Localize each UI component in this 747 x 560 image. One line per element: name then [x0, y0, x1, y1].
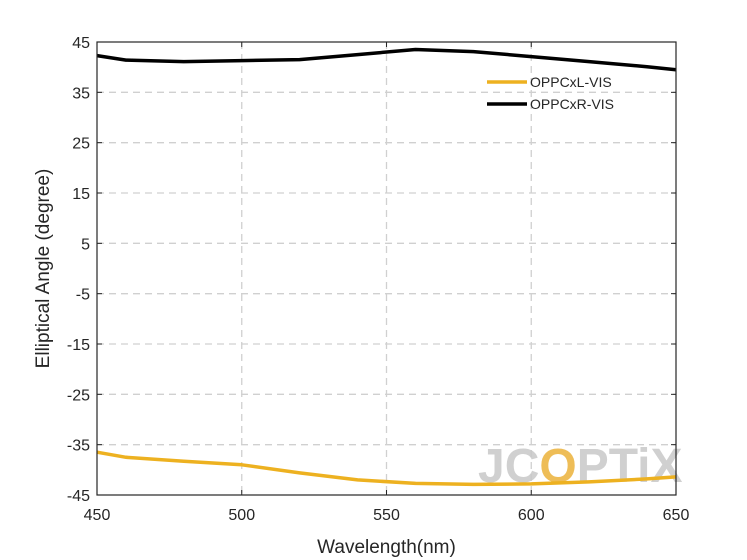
x-tick-label: 550 [373, 507, 400, 524]
watermark-part2: PTiX [577, 440, 683, 493]
y-tick-label: 5 [81, 236, 90, 253]
x-tick-label: 650 [663, 507, 690, 524]
grid [97, 42, 676, 495]
x-tick-label: 600 [518, 507, 545, 524]
y-tick-label: -35 [67, 438, 90, 455]
y-tick-label: 45 [72, 35, 90, 52]
tick-marks [96, 41, 677, 496]
x-tick-labels: 450 500 550 600 650 [84, 507, 690, 524]
y-tick-label: 15 [72, 186, 90, 203]
y-axis-title: Elliptical Angle (degree) [33, 169, 54, 369]
x-tick-label: 500 [228, 507, 255, 524]
legend-label: OPPCxL-VIS [530, 74, 612, 90]
y-tick-label: -45 [67, 488, 90, 505]
legend: OPPCxL-VIS OPPCxR-VIS [487, 74, 614, 112]
y-tick-label: 35 [72, 85, 90, 102]
series-group [96, 47, 677, 487]
series-line-1 [96, 450, 677, 487]
y-tick-labels: -45 -35 -25 -15 -5 5 15 25 35 45 [67, 35, 90, 505]
x-tick-label: 450 [84, 507, 111, 524]
y-tick-label: -25 [67, 387, 90, 404]
legend-label: OPPCxR-VIS [530, 96, 614, 112]
series-line-2 [96, 47, 677, 72]
y-tick-label: -5 [76, 287, 90, 304]
x-axis-title: Wavelength(nm) [317, 537, 456, 558]
y-tick-label: 25 [72, 136, 90, 153]
y-tick-label: -15 [67, 337, 90, 354]
